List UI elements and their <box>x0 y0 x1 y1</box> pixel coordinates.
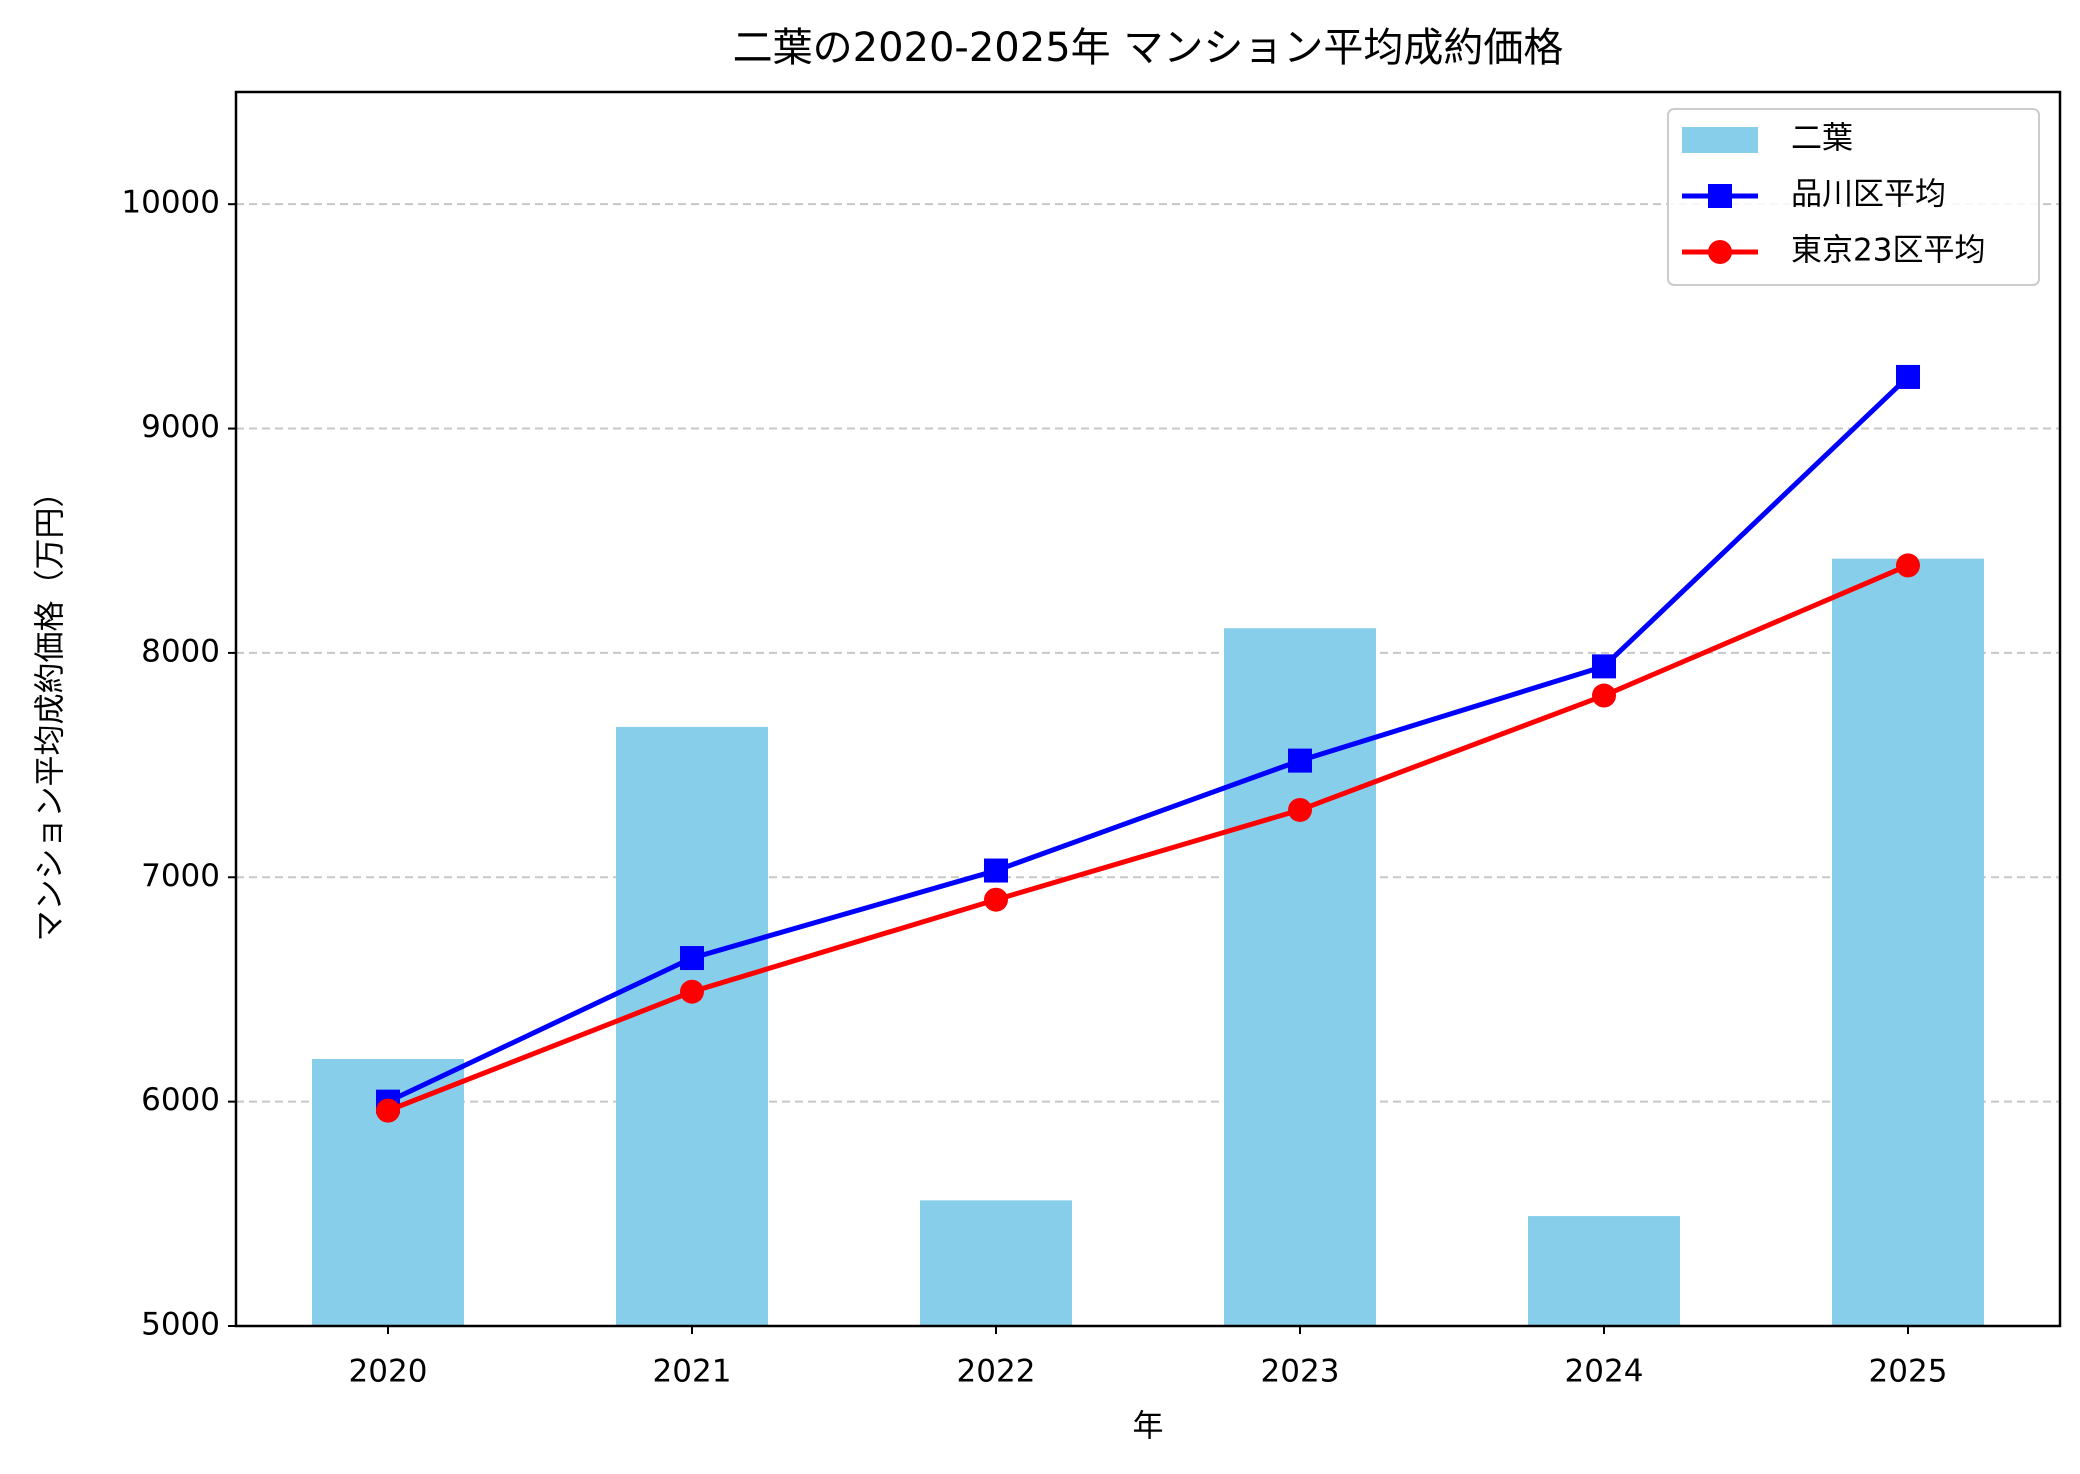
line-marker <box>376 1098 400 1123</box>
line-marker <box>1592 683 1616 708</box>
y-tick-label: 10000 <box>121 185 220 221</box>
line-marker <box>1288 748 1312 773</box>
bar <box>920 1200 1072 1326</box>
legend-label: 品川区平均 <box>1791 177 1946 213</box>
legend-marker <box>1708 240 1732 264</box>
y-tick-label: 8000 <box>141 633 220 669</box>
x-tick-label: 2024 <box>1565 1354 1644 1390</box>
line-marker <box>984 858 1008 883</box>
line-marker <box>1288 797 1312 822</box>
x-tick-label: 2020 <box>349 1354 428 1390</box>
y-tick-label: 6000 <box>141 1082 220 1118</box>
line-marker <box>680 979 704 1004</box>
y-tick-label: 9000 <box>141 409 220 445</box>
line <box>387 563 1909 1113</box>
line-marker <box>984 887 1008 912</box>
y-tick-label: 7000 <box>141 858 220 894</box>
y-axis-label: マンション平均成約価格（万円） <box>33 477 69 942</box>
bar <box>1224 628 1376 1326</box>
legend-marker <box>1708 184 1732 208</box>
plot-frame <box>234 90 2062 1328</box>
legend-label: 東京23区平均 <box>1791 233 1985 269</box>
x-axis-label: 年 <box>1133 1409 1164 1445</box>
line <box>386 375 1910 1104</box>
legend-box <box>1667 108 2040 286</box>
x-tick-label: 2025 <box>1869 1354 1948 1390</box>
chart-title: 二葉の2020-2025年 マンション平均成約価格 <box>733 25 1564 71</box>
line-marker <box>1896 364 1920 389</box>
x-tick-label: 2021 <box>653 1354 732 1390</box>
legend-swatch <box>1682 127 1758 153</box>
x-tick-label: 2022 <box>957 1354 1036 1390</box>
bar <box>1832 558 1984 1326</box>
x-tick-label: 2023 <box>1261 1354 1340 1390</box>
bar <box>1528 1216 1680 1326</box>
y-tick-label: 5000 <box>141 1307 220 1343</box>
line-marker <box>1896 553 1920 578</box>
bar <box>616 726 768 1326</box>
line-marker <box>1592 654 1616 679</box>
line-marker <box>680 946 704 971</box>
legend-label: 二葉 <box>1791 121 1853 157</box>
